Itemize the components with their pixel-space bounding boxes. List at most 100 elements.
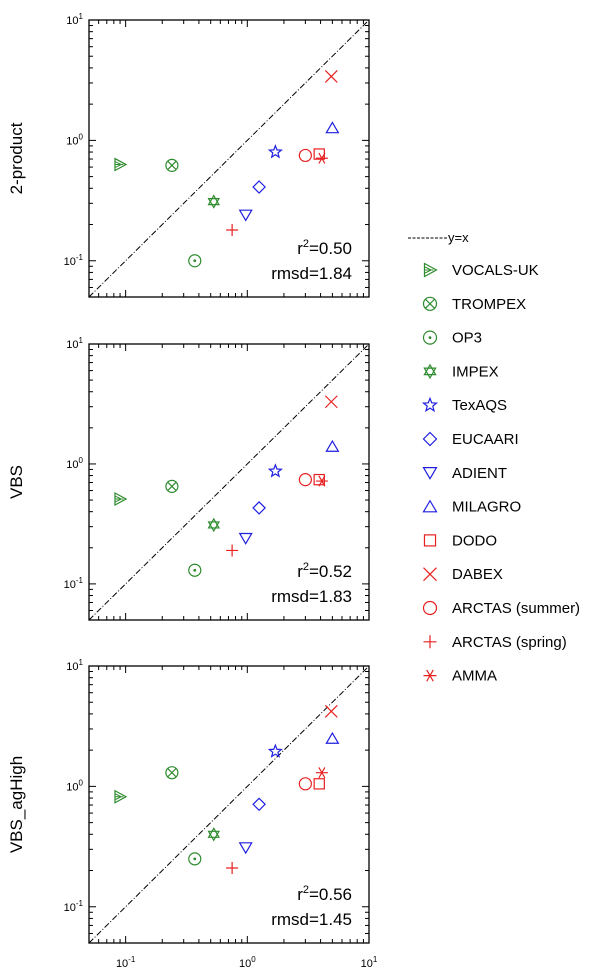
data-point	[252, 180, 266, 194]
legend-label: TROMPEX	[452, 296, 526, 313]
x-tick-label: 10-1	[116, 955, 136, 970]
data-point	[252, 797, 266, 812]
data-point	[188, 254, 202, 268]
data-point	[324, 395, 338, 409]
legend-label: ARCTAS (summer)	[452, 600, 580, 617]
x-icon	[423, 567, 437, 582]
data-point	[238, 842, 253, 855]
legend-label: AMMA	[452, 668, 497, 685]
data-point	[226, 544, 239, 557]
data-point	[325, 731, 340, 744]
data-point	[207, 194, 220, 209]
rmsd-label: rmsd=1.45	[271, 910, 352, 929]
data-point	[226, 861, 239, 874]
data-point	[207, 517, 220, 533]
data-point	[315, 475, 328, 487]
data-point	[114, 789, 128, 804]
reference-line-y-equals-x	[88, 343, 370, 621]
y-tick-label: 100	[66, 132, 83, 147]
legend-item: AMMA	[423, 668, 497, 685]
legend-label: ARCTAS (spring)	[452, 634, 567, 651]
legend-reference-label: y=x	[448, 230, 469, 245]
y-tick-label: 10-1	[64, 899, 84, 914]
legend-label: ADIENT	[452, 465, 507, 482]
legend-label: TexAQS	[452, 397, 507, 414]
scatter-panel-3: 10-1 100 101 10-1 100 101 VBS_agHigh r2=0.56 rms…	[7, 658, 378, 970]
circled-dot-icon	[422, 330, 438, 345]
data-point	[315, 152, 328, 164]
plot-frame	[88, 343, 370, 621]
data-point	[324, 69, 338, 83]
data-point	[267, 743, 283, 758]
data-point	[325, 121, 340, 134]
circled-x-icon	[422, 296, 438, 311]
hatched-triangle-right-icon	[423, 262, 438, 278]
legend-item: EUCAARI	[422, 431, 519, 448]
legend: y=x VOCALS-UK TROMPEX OP3 IMPEX TexAQS EUCAARI…	[408, 230, 580, 685]
data-point	[298, 473, 312, 487]
data-point	[315, 767, 328, 779]
r-squared-label: r2=0.50	[297, 238, 352, 258]
legend-item: ARCTAS (summer)	[422, 600, 580, 617]
plot-frame	[88, 19, 370, 298]
legend-label: EUCAARI	[452, 431, 519, 448]
y-axis-label: 2-product	[7, 122, 26, 194]
asterisk-icon	[423, 669, 437, 682]
data-point	[267, 463, 283, 478]
scatter-panel-2: 10-1 100 101 VBS r2=0.52 rmsd=1.83	[7, 336, 370, 621]
data-point	[226, 224, 239, 237]
y-tick-label: 101	[66, 336, 83, 351]
rmsd-label: rmsd=1.83	[271, 587, 352, 606]
r-squared-label: r2=0.56	[297, 884, 352, 904]
data-point	[165, 766, 179, 780]
data-point	[114, 492, 128, 507]
legend-label: DABEX	[452, 566, 503, 583]
legend-item: ARCTAS (spring)	[423, 634, 567, 651]
plot-frame	[88, 665, 370, 944]
legend-label: MILAGRO	[452, 499, 521, 516]
data-point	[267, 144, 283, 159]
diamond-icon	[422, 431, 438, 447]
circle-icon	[422, 600, 438, 616]
hexagram-icon	[423, 363, 437, 380]
y-axis-label: VBS_agHigh	[7, 756, 26, 853]
data-point	[298, 148, 312, 163]
triangle-down-icon	[422, 467, 438, 480]
data-point	[298, 777, 312, 791]
r-squared-label: r2=0.52	[297, 561, 352, 581]
y-tick-label: 100	[66, 456, 83, 471]
data-point	[207, 827, 220, 842]
axis-ticks	[88, 19, 370, 298]
data-point	[324, 704, 338, 718]
legend-item: VOCALS-UK	[423, 262, 539, 279]
legend-item: OP3	[422, 330, 482, 347]
legend-item: IMPEX	[423, 363, 499, 380]
data-point	[188, 852, 202, 866]
data-point	[114, 157, 128, 172]
rmsd-label: rmsd=1.84	[271, 264, 352, 283]
data-point	[165, 479, 179, 493]
axis-ticks	[88, 665, 370, 944]
data-point	[165, 158, 179, 172]
x-tick-label: 100	[239, 955, 256, 970]
y-tick-label: 101	[66, 658, 83, 673]
data-point	[238, 209, 253, 222]
triangle-up-icon	[422, 499, 438, 513]
data-point	[188, 563, 202, 577]
x-tick-label: 101	[361, 955, 378, 970]
y-tick-label: 100	[66, 778, 83, 793]
legend-item: TROMPEX	[422, 296, 526, 313]
y-tick-label: 10-1	[64, 576, 84, 591]
star-icon	[421, 396, 439, 413]
data-point	[313, 778, 325, 790]
legend-label: IMPEX	[452, 363, 499, 380]
y-axis-label: VBS	[7, 465, 26, 499]
axis-ticks	[88, 343, 370, 621]
legend-item: MILAGRO	[422, 499, 521, 516]
y-tick-label: 101	[66, 12, 83, 27]
data-point	[252, 501, 266, 515]
y-tick-label: 10-1	[64, 253, 84, 268]
legend-item: DODO	[423, 532, 497, 549]
plus-icon	[423, 635, 437, 649]
